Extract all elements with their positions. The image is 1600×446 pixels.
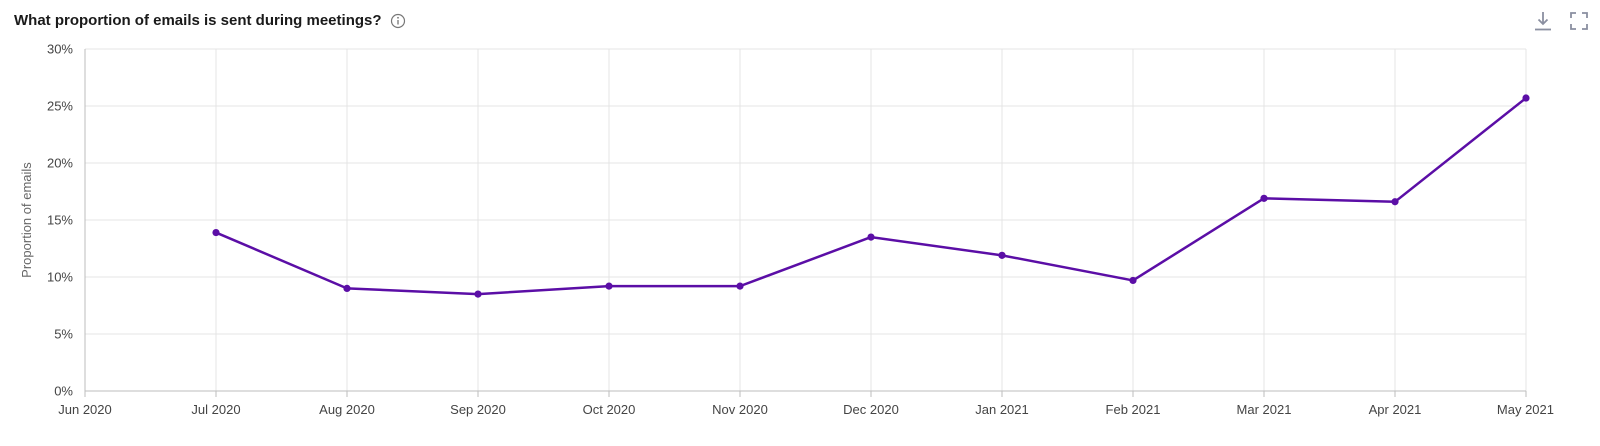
y-tick-labels: 0% 5% 10% 15% 20% 25% 30% (47, 42, 73, 399)
download-button[interactable] (1532, 10, 1554, 32)
data-point[interactable] (474, 290, 482, 298)
y-tick-label: 30% (47, 42, 73, 57)
fullscreen-button[interactable] (1568, 10, 1590, 32)
x-tick-label: Dec 2020 (843, 402, 899, 417)
x-tick-label: Jul 2020 (191, 402, 240, 417)
x-tick-label: Aug 2020 (319, 402, 375, 417)
grid-lines (85, 48, 1527, 391)
x-tick-label: Apr 2021 (1369, 402, 1422, 417)
x-tick-label: Jan 2021 (975, 402, 1029, 417)
data-point[interactable] (998, 251, 1006, 259)
chart-toolbar (1532, 10, 1590, 32)
y-axis-title: Proportion of emails (19, 162, 34, 278)
x-tick-label: Oct 2020 (583, 402, 636, 417)
x-tick-label: Nov 2020 (712, 402, 768, 417)
data-point[interactable] (736, 282, 744, 290)
data-point[interactable] (212, 228, 220, 237)
x-tick-label: Sep 2020 (450, 402, 506, 417)
data-point[interactable] (867, 233, 875, 241)
download-icon (1535, 12, 1551, 31)
y-tick-label: 15% (47, 213, 73, 228)
y-tick-label: 0% (54, 384, 73, 399)
axes (84, 49, 1527, 397)
x-tick-label: May 2021 (1497, 402, 1554, 417)
data-point[interactable] (1522, 94, 1530, 102)
info-circle-icon[interactable] (390, 13, 406, 29)
y-tick-label: 20% (47, 156, 73, 171)
data-point[interactable] (1260, 194, 1268, 202)
data-point[interactable] (343, 284, 351, 292)
y-tick-label: 10% (47, 270, 73, 285)
y-tick-label: 25% (47, 99, 73, 114)
chart-header: What proportion of emails is sent during… (14, 12, 406, 29)
x-tick-labels: Jun 2020 Jul 2020 Aug 2020 Sep 2020 Oct 2020… (58, 402, 1554, 417)
chart-title: What proportion of emails is sent during… (14, 12, 382, 29)
data-point[interactable] (605, 282, 613, 290)
x-tick-label: Jun 2020 (58, 402, 112, 417)
x-tick-label: Mar 2021 (1237, 402, 1292, 417)
y-tick-label: 5% (54, 327, 73, 342)
x-tick-label: Feb 2021 (1106, 402, 1161, 417)
series (212, 94, 1530, 298)
data-point[interactable] (1391, 198, 1399, 206)
data-point[interactable] (1129, 276, 1137, 285)
fullscreen-icon (1570, 12, 1588, 30)
